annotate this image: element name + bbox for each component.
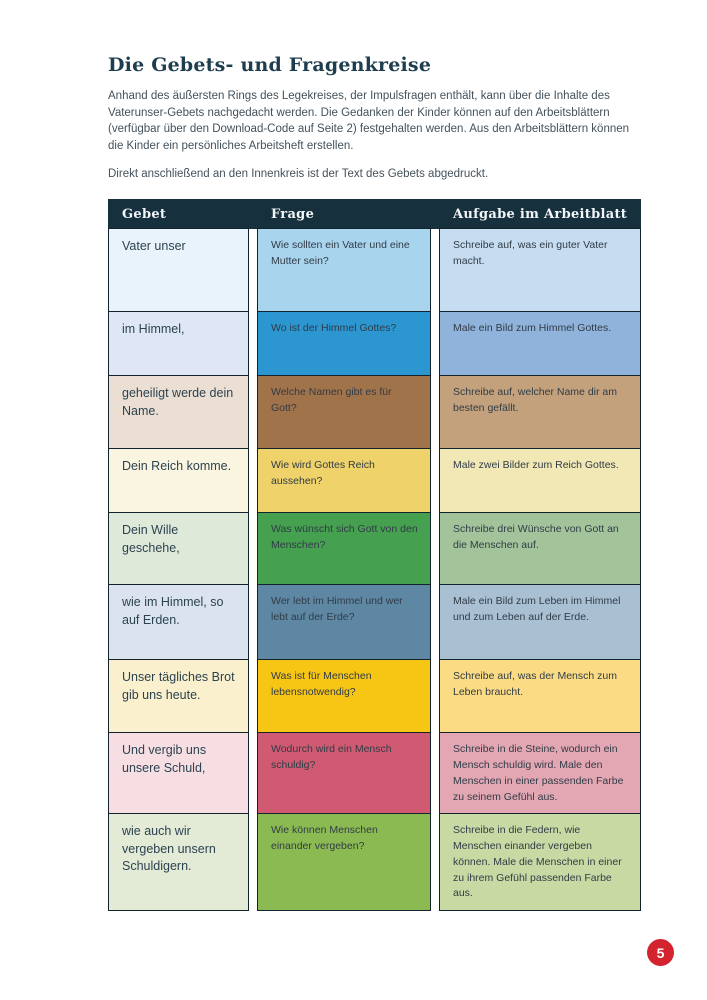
- column-header-aufgabe: Aufgabe im Arbeitblatt: [453, 206, 628, 222]
- table-header-row: Gebet Frage Aufgabe im Arbeitblatt: [108, 199, 641, 230]
- gebet-cell: wie auch wir vergeben unsern Schuldigern…: [108, 813, 249, 912]
- frage-cell: Was wünscht sich Gott von den Menschen?: [257, 512, 431, 586]
- frage-cell: Wie können Menschen einander vergeben?: [257, 813, 431, 912]
- page-title: Die Gebets- und Fragenkreise: [108, 54, 432, 76]
- gebet-cell: Dein Reich komme.: [108, 448, 249, 514]
- intro-paragraph: Anhand des äußersten Rings des Legekreis…: [108, 90, 630, 153]
- frage-cell: Wodurch wird ein Mensch schuldig?: [257, 732, 431, 815]
- aufgabe-cell: Male zwei Bilder zum Reich Gottes.: [439, 448, 641, 514]
- table-row: wie auch wir vergeben unsern Schuldigern…: [108, 813, 641, 912]
- aufgabe-cell: Male ein Bild zum Himmel Gottes.: [439, 311, 641, 377]
- aufgabe-cell: Schreibe in die Steine, wodurch ein Mens…: [439, 732, 641, 815]
- table-row: Dein Wille geschehe, Was wünscht sich Go…: [108, 512, 641, 586]
- page-content: Die Gebets- und Fragenkreise Anhand des …: [108, 54, 641, 912]
- gebet-cell: Dein Wille geschehe,: [108, 512, 249, 586]
- frage-cell: Wer lebt im Himmel und wer lebt auf der …: [257, 584, 431, 661]
- gebet-cell: Und vergib uns unsere Schuld,: [108, 732, 249, 815]
- aufgabe-cell: Schreibe auf, welcher Name dir am besten…: [439, 375, 641, 450]
- table-body: Vater unser Wie sollten ein Vater und ei…: [108, 228, 641, 912]
- table-row: Dein Reich komme. Wie wird Gottes Reich …: [108, 448, 641, 514]
- gebet-cell: geheiligt werde dein Name.: [108, 375, 249, 450]
- frage-cell: Was ist für Menschen lebensnotwendig?: [257, 659, 431, 734]
- gebet-cell: Unser tägliches Brot gib uns heute.: [108, 659, 249, 734]
- gebet-cell: Vater unser: [108, 228, 249, 313]
- frage-cell: Wo ist der Himmel Gottes?: [257, 311, 431, 377]
- column-header-gebet: Gebet: [122, 206, 167, 222]
- frage-cell: Wie wird Gottes Reich aussehen?: [257, 448, 431, 514]
- frage-cell: Wie sollten ein Vater und eine Mutter se…: [257, 228, 431, 313]
- table-row: im Himmel, Wo ist der Himmel Gottes? Mal…: [108, 311, 641, 377]
- page-number-badge: 5: [647, 939, 674, 966]
- frage-cell: Welche Namen gibt es für Gott?: [257, 375, 431, 450]
- prayer-question-table: Gebet Frage Aufgabe im Arbeitblatt Vater…: [108, 199, 641, 912]
- column-header-frage: Frage: [271, 206, 315, 222]
- table-row: wie im Himmel, so auf Erden. Wer lebt im…: [108, 584, 641, 661]
- aufgabe-cell: Male ein Bild zum Leben im Himmel und zu…: [439, 584, 641, 661]
- gebet-cell: wie im Himmel, so auf Erden.: [108, 584, 249, 661]
- table-row: Unser tägliches Brot gib uns heute. Was …: [108, 659, 641, 734]
- aufgabe-cell: Schreibe drei Wünsche von Gott an die Me…: [439, 512, 641, 586]
- table-row: geheiligt werde dein Name. Welche Namen …: [108, 375, 641, 450]
- table-row: Und vergib uns unsere Schuld, Wodurch wi…: [108, 732, 641, 815]
- aufgabe-cell: Schreibe auf, was der Mensch zum Leben b…: [439, 659, 641, 734]
- aufgabe-cell: Schreibe auf, was ein guter Vater macht.: [439, 228, 641, 313]
- aufgabe-cell: Schreibe in die Federn, wie Menschen ein…: [439, 813, 641, 912]
- table-row: Vater unser Wie sollten ein Vater und ei…: [108, 228, 641, 313]
- note-paragraph: Direkt anschließend an den Innenkreis is…: [108, 167, 489, 180]
- gebet-cell: im Himmel,: [108, 311, 249, 377]
